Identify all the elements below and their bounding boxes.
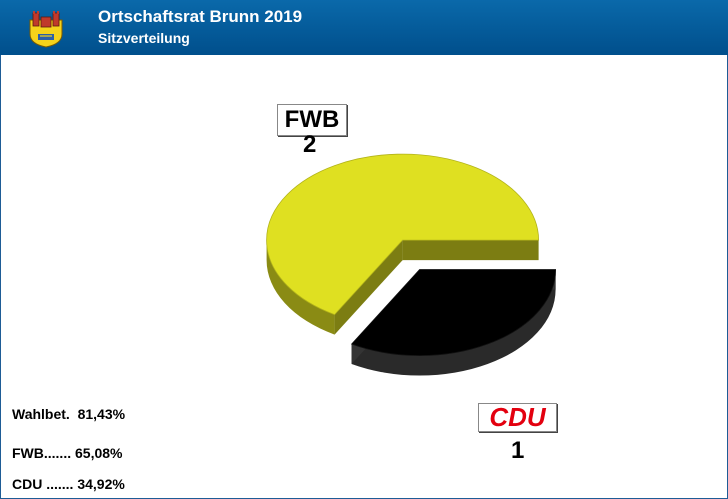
cdu-logo-box: CDU <box>478 403 557 432</box>
cdu-seat-count: 1 <box>511 437 525 464</box>
chart-subtitle: Sitzverteilung <box>98 30 190 46</box>
pie-slice-wall <box>351 269 556 376</box>
fwb-label: FWB <box>284 106 340 133</box>
turnout-stat: Wahlbet. 81,43% <box>12 406 126 422</box>
fwb-label-box: FWB <box>277 104 347 136</box>
pie-slice-top <box>350 269 557 356</box>
cdu-percent-stat: CDU ....... 34,92% <box>12 476 125 492</box>
pie-slice-face <box>334 240 403 335</box>
pie-slice-cdu <box>350 269 557 376</box>
fwb-percent-stat: FWB....... 65,08% <box>12 445 123 461</box>
pie-slice-wall <box>266 240 335 335</box>
pie-slice-top <box>266 153 540 316</box>
header-bar: Ortschaftsrat Brunn 2019 Sitzverteilung <box>0 0 728 55</box>
coat-of-arms-icon <box>29 11 63 48</box>
fwb-seat-count: 2 <box>303 131 317 158</box>
cdu-label: CDU <box>489 402 546 432</box>
pie-slice-fwb <box>266 153 540 335</box>
pie-slice-face <box>402 240 539 261</box>
chart-title: Ortschaftsrat Brunn 2019 <box>98 7 303 26</box>
